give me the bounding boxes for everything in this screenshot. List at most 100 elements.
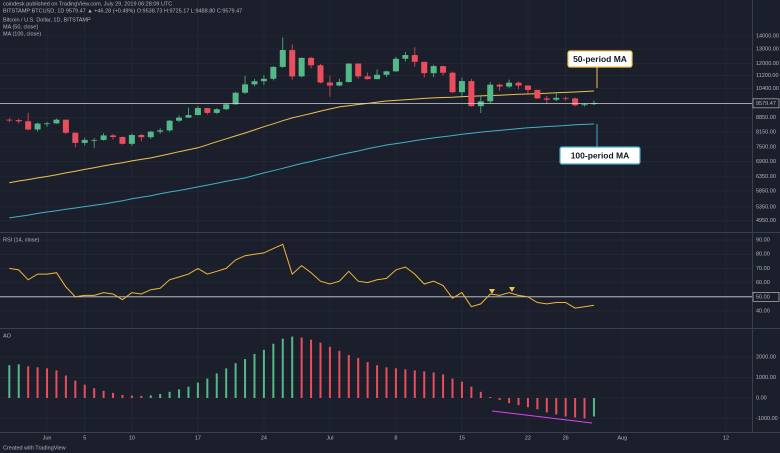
histogram-bar — [74, 380, 77, 399]
y-tick-label: 90.00 — [756, 238, 770, 244]
candle-body — [411, 55, 418, 62]
histogram-bar — [36, 367, 39, 399]
candle-body — [402, 55, 409, 59]
candle-body — [534, 89, 541, 99]
histogram-bar — [310, 339, 313, 399]
candle-body — [119, 136, 126, 144]
candle-body — [364, 76, 371, 80]
y-tick-label: 5850.00 — [756, 189, 776, 195]
histogram-bar — [46, 368, 49, 399]
publisher-line: coindesk published on TradingView.com, J… — [3, 1, 172, 7]
histogram-bar — [366, 362, 369, 399]
histogram-bar — [291, 336, 294, 399]
histogram-bar — [319, 342, 322, 399]
histogram-bar — [64, 375, 67, 399]
histogram-bar — [526, 398, 529, 408]
histogram-bar — [244, 359, 247, 399]
histogram-bar — [508, 398, 511, 404]
candle-body — [138, 134, 145, 138]
histogram-bar — [376, 365, 379, 399]
histogram-bar — [460, 381, 463, 399]
candle-body — [242, 84, 249, 93]
x-tick-label: Aug — [617, 435, 627, 441]
candle-body — [147, 131, 154, 138]
histogram-bar — [178, 389, 181, 399]
y-tick-label: 7500.00 — [756, 144, 776, 150]
candle-body — [553, 97, 560, 100]
candle-body — [279, 50, 286, 67]
y-tick-label: 11200.00 — [756, 73, 779, 79]
histogram-bar — [102, 390, 105, 399]
histogram-bar — [121, 394, 124, 399]
histogram-bar — [55, 370, 58, 399]
candle-body — [25, 121, 32, 130]
y-tick-label: 70.00 — [756, 266, 770, 272]
mark-layer: Jun 5 10 17 24 Jul 8 15 22 26 Aug 12 14000.00 13000.0… — [0, 33, 780, 441]
indicator-title: AO — [3, 333, 12, 339]
histogram-bar — [8, 365, 11, 399]
candle-body — [336, 82, 343, 86]
line-series — [9, 123, 595, 219]
candle-body — [430, 66, 437, 74]
candle-body — [44, 123, 51, 125]
y-tick-label: 0.00 — [756, 395, 767, 401]
x-tick-label: 24 — [261, 435, 267, 441]
x-tick-label: 8 — [394, 435, 397, 441]
candle-body — [81, 139, 88, 143]
histogram-bar — [498, 398, 501, 401]
histogram-bar — [592, 398, 595, 417]
histogram-bar — [262, 349, 265, 399]
candle-body — [185, 115, 192, 118]
x-tick-label: 17 — [195, 435, 201, 441]
candle-body — [270, 66, 277, 79]
histogram-bar — [394, 368, 397, 399]
candle-body — [194, 108, 201, 116]
y-tick-label: 8850.00 — [756, 115, 776, 121]
y-tick-label: 6350.00 — [756, 174, 776, 180]
grid-layer — [0, 0, 752, 432]
candle-body — [100, 135, 107, 140]
candle-body — [289, 50, 296, 77]
candle-body — [421, 61, 428, 74]
candle-body — [34, 123, 41, 130]
legend-entry: MA (100, close) — [3, 31, 41, 37]
x-tick-label: 12 — [723, 435, 729, 441]
candle-body — [458, 81, 465, 93]
candle-body — [232, 92, 239, 105]
candle-body — [345, 63, 352, 83]
candle-body — [260, 78, 267, 82]
histogram-bar — [225, 368, 228, 399]
candle-body — [308, 57, 315, 66]
y-tick-label: 14000.00 — [756, 33, 779, 39]
candle-body — [524, 85, 531, 90]
candle-body — [543, 98, 550, 100]
candle-body — [477, 101, 484, 107]
y-tick-label: 10400.00 — [756, 86, 779, 92]
y-tick-label: 6900.00 — [756, 159, 776, 165]
histogram-bar — [17, 364, 20, 399]
histogram-bar — [583, 398, 586, 419]
y-tick-label: 40.00 — [756, 308, 770, 314]
x-tick-label: 15 — [459, 435, 465, 441]
footer: Created with TradingView — [3, 445, 66, 451]
line-series — [9, 90, 595, 184]
histogram-bar — [564, 398, 567, 417]
candle-body — [317, 65, 324, 83]
candle-body — [572, 98, 579, 106]
histogram-bar — [272, 343, 275, 399]
reference-label: 50.00 — [756, 294, 770, 300]
candle-body — [468, 81, 475, 107]
histogram-bar — [432, 372, 435, 399]
histogram-bar — [140, 395, 143, 399]
candle-body — [440, 66, 447, 73]
callout-text: 100-period MA — [571, 150, 630, 160]
last-price-label: 9579.47 — [756, 101, 776, 107]
candle-body — [581, 104, 588, 106]
histogram-bar — [159, 393, 162, 399]
histogram-bar — [149, 395, 152, 399]
histogram-bar — [338, 350, 341, 399]
histogram-bar — [187, 386, 190, 399]
